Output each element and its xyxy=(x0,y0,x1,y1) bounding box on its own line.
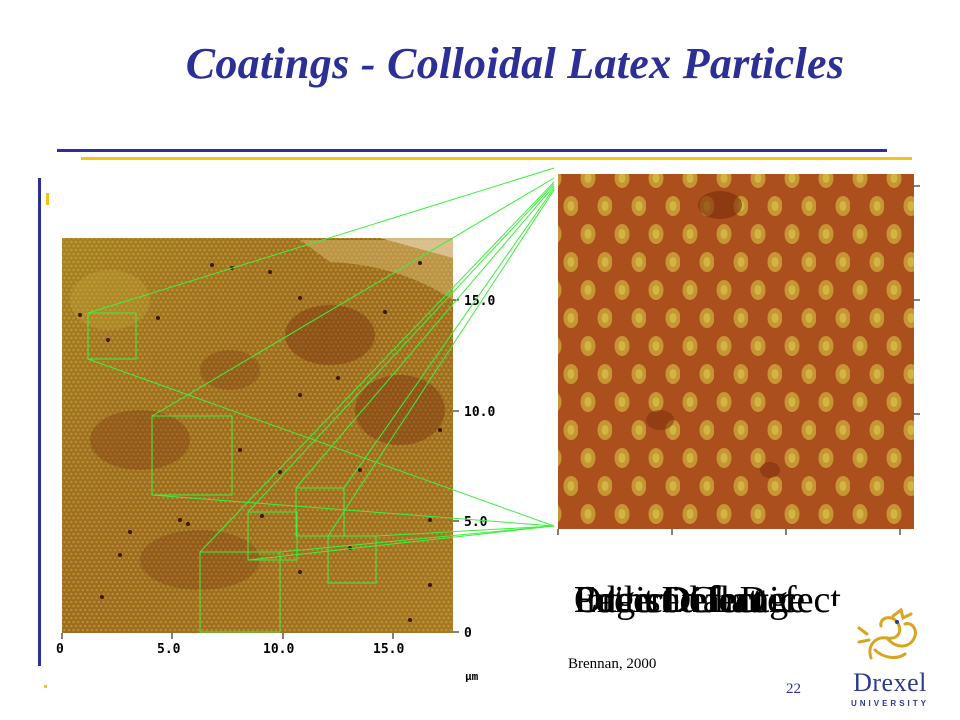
logo-wordmark: Drexel xyxy=(853,668,927,697)
title-rule-blue xyxy=(57,149,887,152)
page-number: 22 xyxy=(786,681,801,697)
drexel-logo: Drexel UNIVERSITY xyxy=(831,606,949,710)
afm-main-image xyxy=(62,238,453,633)
zoom-box xyxy=(151,415,233,496)
x-tick-label: 15.0 xyxy=(373,642,404,657)
zoom-box xyxy=(87,312,137,360)
y-tick-label: 10.0 xyxy=(464,405,495,420)
left-accent-dot xyxy=(44,685,47,688)
afm-main-axes xyxy=(61,299,459,639)
y-tick-label: 15.0 xyxy=(464,294,495,309)
zoom-box xyxy=(327,535,377,584)
zoom-box xyxy=(199,551,281,633)
zoom-indicators xyxy=(87,167,555,633)
image-credit: Brennan, 2000 xyxy=(568,656,657,672)
caption-interstitial-defect: Interstitial Defect xyxy=(574,579,841,621)
caption-edge-defect: Edge Defect xyxy=(574,579,763,621)
x-tick-label: 0 xyxy=(56,642,64,657)
logo-subword: UNIVERSITY xyxy=(850,699,929,708)
defect-caption-overlay: Ordered Lattice Interstitial Defect Edge… xyxy=(548,578,928,638)
x-tick-label: 5.0 xyxy=(157,642,181,657)
left-accent-bar xyxy=(38,178,41,666)
title-rule-gold xyxy=(81,157,912,160)
x-tick-label: 10.0 xyxy=(263,642,294,657)
caption-lattice-change: Lattice Change xyxy=(574,579,806,621)
afm-zoom-image xyxy=(558,174,914,529)
afm-zoom-axes xyxy=(557,185,920,535)
axis-unit-label: µm xyxy=(465,670,479,683)
y-tick-label: 0 xyxy=(464,626,472,641)
caption-point-defect: Point Defect xyxy=(574,579,766,621)
dragon-icon xyxy=(857,607,917,660)
caption-ordered-lattice: Ordered Lattice xyxy=(574,579,814,621)
left-accent-gold xyxy=(46,193,49,205)
slide-title: Coatings - Colloidal Latex Particles xyxy=(185,39,845,88)
y-tick-label: 5.0 xyxy=(464,515,488,530)
